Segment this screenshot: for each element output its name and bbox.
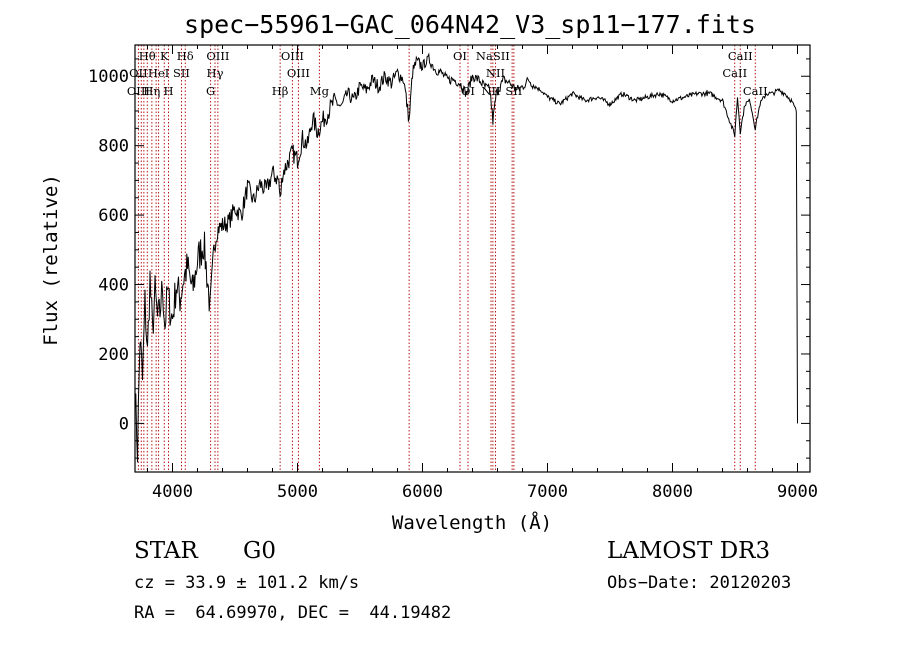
line-label: CaII	[722, 66, 747, 80]
x-axis-label: Wavelength (Å)	[392, 511, 552, 534]
line-label: NII	[481, 84, 500, 98]
redshift-cz: cz = 33.9 ± 101.2 km/s	[134, 573, 360, 593]
line-label: HeI	[148, 66, 169, 80]
flux-series-line	[134, 52, 798, 463]
x-tick-label: 4000	[152, 482, 193, 502]
y-tick-label: 800	[98, 137, 129, 157]
line-label: OII	[129, 66, 148, 80]
line-label: G	[206, 84, 215, 98]
line-label: SII	[505, 84, 522, 98]
y-tick-label: 400	[98, 276, 129, 296]
object-class: STAR	[134, 538, 198, 564]
y-axis-label: Flux (relative)	[40, 174, 62, 346]
line-label: OI	[453, 49, 467, 63]
line-label: OIII	[281, 49, 304, 63]
line-label: Hθ	[139, 49, 156, 63]
line-label: NaSII	[476, 49, 510, 63]
x-tick-label: 6000	[402, 482, 443, 502]
x-tick-label: 9000	[777, 482, 818, 502]
ra-dec: RA = 64.69970, DEC = 44.19482	[134, 603, 452, 623]
line-label: Hβ	[272, 84, 289, 98]
survey-name: LAMOST DR3	[607, 538, 771, 564]
line-label: OI	[461, 84, 475, 98]
y-tick-label: 600	[98, 206, 129, 226]
line-label: Hγ	[207, 66, 224, 80]
y-tick-label: 1000	[88, 67, 129, 87]
spectral-line-markers	[137, 45, 756, 472]
line-label: CaII	[743, 84, 768, 98]
series-layer	[134, 52, 798, 463]
plot-frame	[134, 44, 811, 473]
line-label: CaII	[728, 49, 753, 63]
line-label: K	[160, 49, 169, 63]
y-tick-label: 0	[119, 414, 129, 434]
x-tick-label: 8000	[652, 482, 693, 502]
spectral-line-labels: Hθ K Hδ OIII OIII OI NaSII CaII OII HeI SII Hγ OIII N…	[127, 49, 768, 98]
line-label: SII	[173, 66, 190, 80]
chart-title: spec−55961−GAC_064N42_V3_sp11−177.fits	[184, 10, 756, 39]
object-subclass: G0	[243, 538, 277, 564]
x-axis: 4000 5000 6000 7000 8000 9000	[147, 45, 818, 502]
line-label: Hδ	[177, 49, 194, 63]
line-label: H	[163, 84, 173, 98]
observation-date: Obs−Date: 20120203	[607, 573, 792, 593]
line-label: Hη	[143, 84, 160, 98]
y-axis: 0 200 400 600 800 1000	[88, 58, 810, 459]
line-label: OIII	[127, 84, 150, 98]
line-label: Mg	[310, 84, 330, 98]
x-tick-label: 5000	[277, 482, 318, 502]
x-tick-label: 7000	[527, 482, 568, 502]
line-label: OIII	[287, 66, 310, 80]
line-label: NII	[486, 66, 505, 80]
line-label: OIII	[206, 49, 229, 63]
y-tick-label: 200	[98, 345, 129, 365]
